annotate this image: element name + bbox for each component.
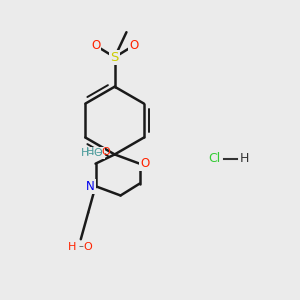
Text: –: – [78,242,83,252]
Text: H–O: H–O [81,148,104,158]
Text: O: O [101,147,110,157]
Text: H: H [239,152,249,165]
Text: H: H [68,242,76,252]
Text: O: O [140,157,150,170]
Text: –: – [96,147,101,157]
Text: H: H [86,147,95,157]
Text: Cl: Cl [209,152,221,165]
Text: O: O [129,39,138,52]
Text: N: N [86,180,94,193]
Text: O: O [91,39,100,52]
Text: S: S [110,51,119,64]
Text: O: O [84,242,92,252]
